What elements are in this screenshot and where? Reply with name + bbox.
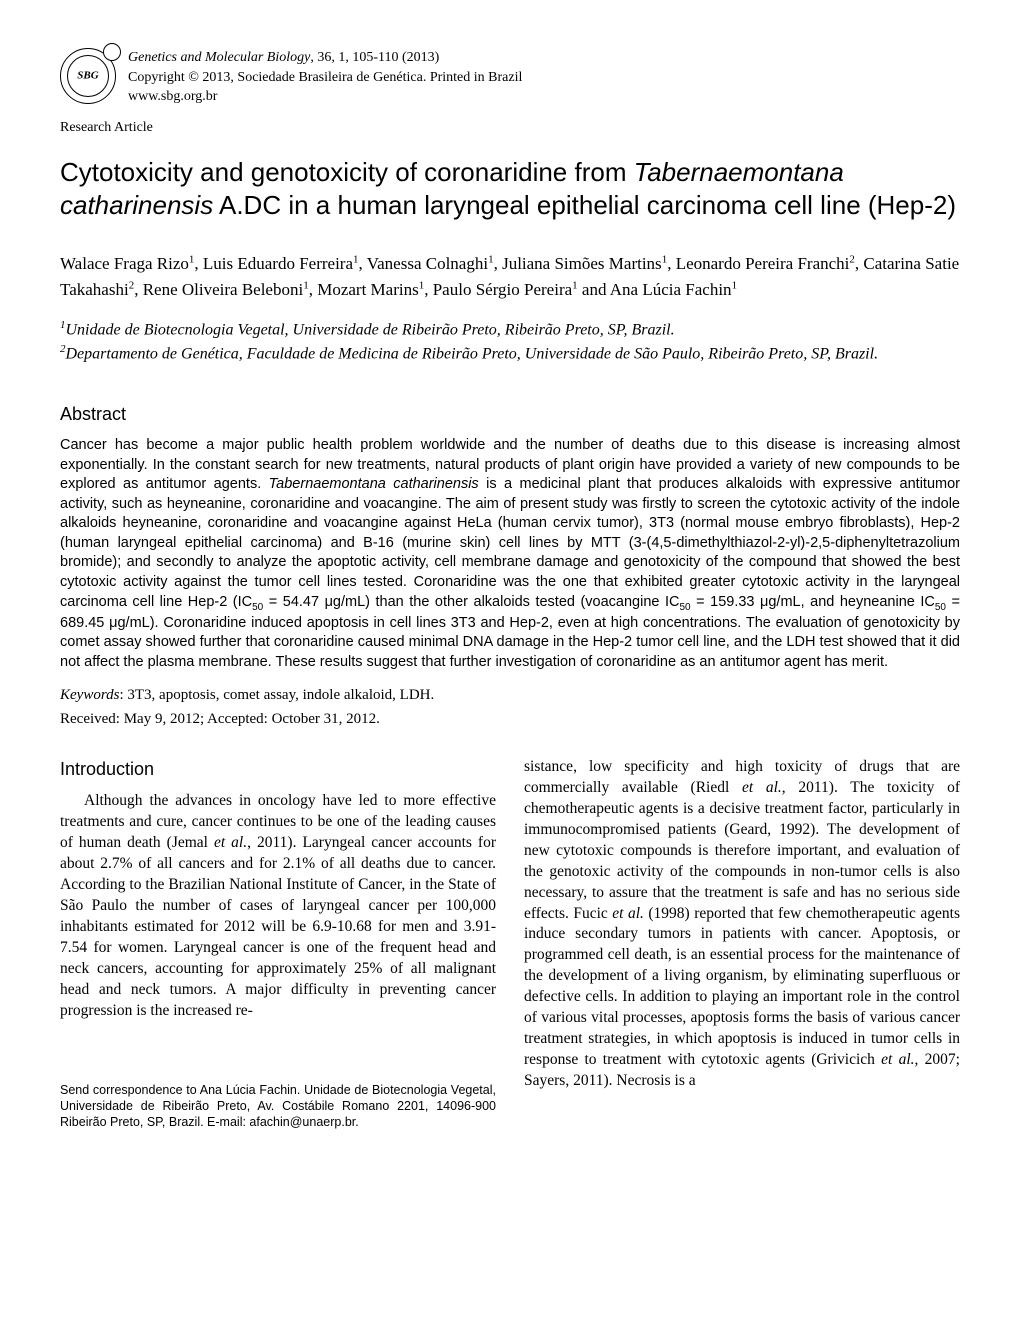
journal-copyright: Copyright © 2013, Sociedade Brasileira d…: [128, 68, 522, 88]
journal-meta: Genetics and Molecular Biology, 36, 1, 1…: [128, 48, 522, 107]
intro-paragraph-right: sistance, low specificity and high toxic…: [524, 757, 960, 1092]
authors-list: Walace Fraga Rizo1, Luis Eduardo Ferreir…: [60, 251, 960, 302]
article-type: Research Article: [60, 119, 960, 138]
column-left: Introduction Although the advances in on…: [60, 757, 496, 1130]
intro-paragraph-left: Although the advances in oncology have l…: [60, 791, 496, 1021]
body-columns: Introduction Although the advances in on…: [60, 757, 960, 1130]
journal-url: www.sbg.org.br: [128, 87, 522, 107]
affiliations: 1Unidade de Biotecnologia Vegetal, Unive…: [60, 318, 960, 365]
introduction-heading: Introduction: [60, 757, 496, 781]
column-right: sistance, low specificity and high toxic…: [524, 757, 960, 1130]
journal-name: Genetics and Molecular Biology: [128, 50, 310, 65]
correspondence-block: Send correspondence to Ana Lúcia Fachin.…: [60, 1082, 496, 1131]
article-title: Cytotoxicity and genotoxicity of coronar…: [60, 156, 960, 224]
abstract-body: Cancer has become a major public health …: [60, 436, 960, 673]
journal-citation: , 36, 1, 105-110 (2013): [310, 50, 439, 65]
keywords-label: Keywords: [60, 687, 119, 703]
keywords-text: : 3T3, apoptosis, comet assay, indole al…: [119, 687, 434, 703]
keywords-line: Keywords: 3T3, apoptosis, comet assay, i…: [60, 685, 960, 705]
sbg-logo-icon: [60, 48, 116, 104]
title-part-2: A.DC in a human laryngeal epithelial car…: [213, 190, 956, 220]
page-header: Genetics and Molecular Biology, 36, 1, 1…: [60, 48, 960, 107]
abstract-heading: Abstract: [60, 402, 960, 426]
received-accepted: Received: May 9, 2012; Accepted: October…: [60, 709, 960, 729]
title-part-1: Cytotoxicity and genotoxicity of coronar…: [60, 157, 634, 187]
